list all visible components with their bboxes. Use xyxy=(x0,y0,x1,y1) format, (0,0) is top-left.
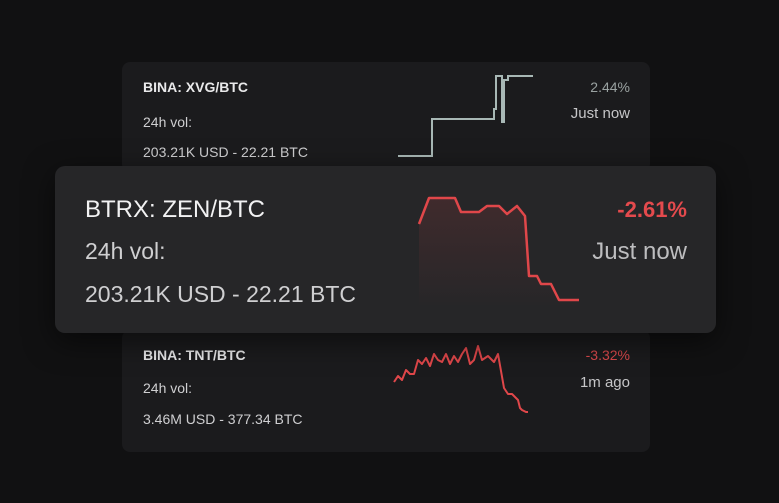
ticker-pair-label: BINA: XVG/BTC xyxy=(143,79,248,95)
volume-label: 24h vol: xyxy=(143,114,193,130)
updated-time: 1m ago xyxy=(579,374,630,391)
volume-value: 203.21K USD - 22.21 BTC xyxy=(143,144,308,160)
volume-value: 203.21K USD - 22.21 BTC xyxy=(85,281,357,307)
sparkline-line xyxy=(393,345,528,413)
price-change-percent: -2.61% xyxy=(617,197,687,222)
price-change-percent: 2.44% xyxy=(590,79,630,95)
volume-label: 24h vol: xyxy=(85,238,166,264)
updated-time: Just now xyxy=(570,105,630,122)
sparkline-line xyxy=(417,196,579,302)
volume-value: 3.46M USD - 377.34 BTC xyxy=(143,411,303,427)
price-change-percent: -3.32% xyxy=(585,347,630,363)
ticker-pair-label: BINA: TNT/BTC xyxy=(143,347,246,363)
volume-label: 24h vol: xyxy=(143,380,193,396)
sparkline-chart xyxy=(393,345,528,413)
sparkline-chart xyxy=(417,196,579,308)
ticker-card-xvg[interactable]: BINA: XVG/BTC 24h vol: 203.21K USD - 22.… xyxy=(122,62,650,172)
ticker-pair-label: BTRX: ZEN/BTC xyxy=(85,196,266,223)
ticker-card-zen-featured[interactable]: BTRX: ZEN/BTC 24h vol: 203.21K USD - 22.… xyxy=(55,166,716,333)
sparkline-line xyxy=(398,75,533,157)
updated-time: Just now xyxy=(592,238,687,265)
sparkline-chart xyxy=(398,75,533,157)
ticker-card-tnt[interactable]: BINA: TNT/BTC 24h vol: 3.46M USD - 377.3… xyxy=(122,330,650,452)
